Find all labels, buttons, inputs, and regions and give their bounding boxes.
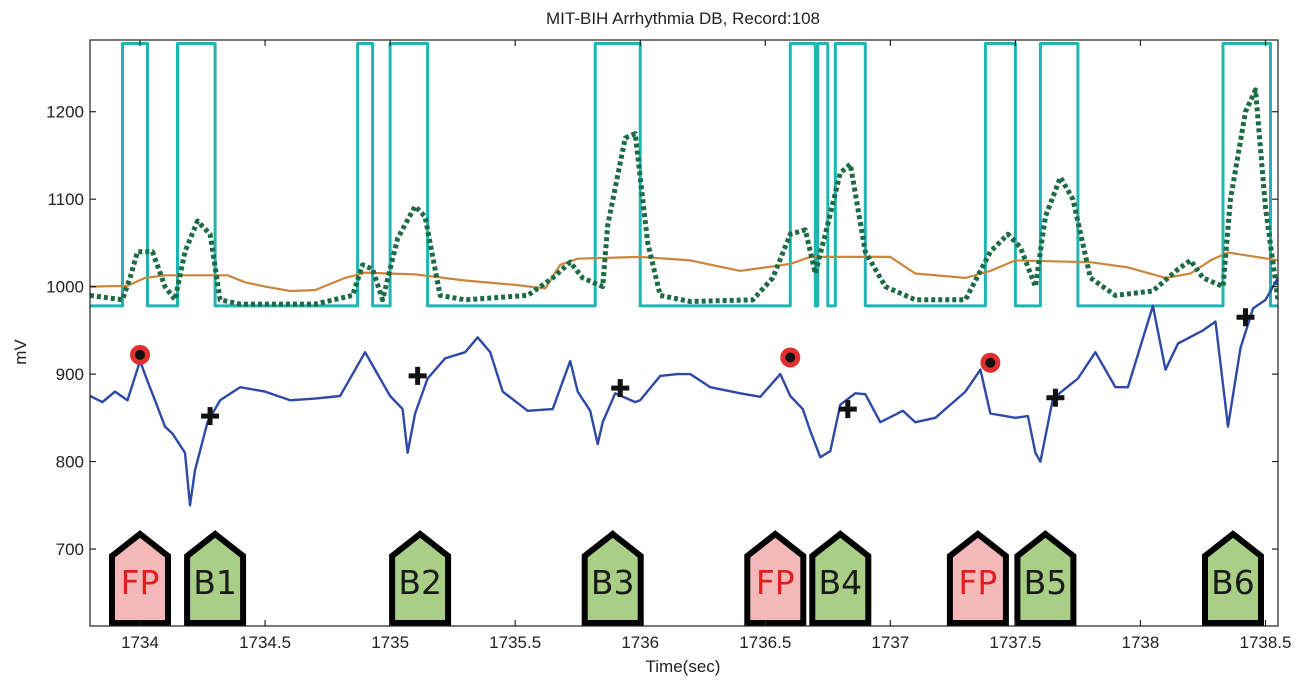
beat-annotation-label: B4 — [818, 563, 862, 602]
x-tick-label: 1735.5 — [489, 633, 541, 652]
x-tick-label: 1738.5 — [1239, 633, 1291, 652]
x-tick-label: 1734 — [121, 633, 159, 652]
beat-annotation-label: FP — [756, 563, 795, 602]
detected-beat-marker — [201, 407, 220, 426]
beat-annotation: B3 — [581, 530, 644, 626]
beat-annotation: B4 — [809, 530, 872, 626]
chart-title: MIT-BIH Arrhythmia DB, Record:108 — [546, 9, 820, 28]
fp-annotation: FP — [744, 530, 807, 626]
series-line-solid-teal — [90, 42, 1278, 308]
beat-annotation: B6 — [1202, 530, 1264, 626]
x-tick-label: 1736 — [621, 633, 659, 652]
y-axis-label: mV — [11, 339, 30, 365]
x-tick-label: 1734.5 — [239, 633, 291, 652]
y-tick-label: 900 — [56, 365, 84, 384]
series-line-solid-orange — [90, 251, 1278, 293]
plot-frame — [89, 39, 1279, 627]
fp-detection-marker — [780, 347, 801, 368]
series-line-solid-blue — [90, 277, 1278, 507]
fp-annotation: FP — [109, 530, 171, 626]
beat-annotation: B1 — [184, 530, 247, 626]
detected-beat-marker — [611, 379, 630, 398]
beat-annotations: FP B1 B2 B3 FP B4 FP B5 B6 — [109, 530, 1264, 626]
fp-detection-marker — [130, 344, 151, 365]
beat-annotation-label: B1 — [193, 563, 237, 602]
detected-beat-marker — [1046, 388, 1065, 407]
x-tick-label: 1736.5 — [739, 633, 791, 652]
fp-detection-marker — [980, 352, 1001, 373]
plot-area — [90, 42, 1278, 507]
detected-beat-marker — [1236, 308, 1255, 327]
beat-annotation-label: B6 — [1211, 563, 1255, 602]
beat-annotation-label: B2 — [398, 563, 442, 602]
series-line-dotted-green — [90, 87, 1278, 307]
x-tick-label: 1737 — [871, 633, 909, 652]
x-axis-label: Time(sec) — [646, 657, 721, 676]
beat-annotation-label: B5 — [1024, 563, 1068, 602]
y-tick-label: 1200 — [46, 103, 84, 122]
axis-ticks: 1734 1734.5 1735 1735.5 1736 1736.5 1737 1737.5… — [46, 40, 1291, 652]
fp-annotation: FP — [946, 530, 1009, 626]
beat-annotation: B5 — [1014, 530, 1077, 626]
detected-beat-marker — [838, 400, 857, 419]
beat-annotation-label: FP — [958, 563, 997, 602]
x-tick-label: 1737.5 — [989, 633, 1041, 652]
x-tick-label: 1738 — [1122, 633, 1160, 652]
beat-annotation-label: FP — [121, 563, 160, 602]
beat-annotation: B2 — [389, 530, 452, 626]
y-tick-label: 800 — [56, 453, 84, 472]
y-tick-label: 700 — [56, 540, 84, 559]
y-tick-label: 1000 — [46, 278, 84, 297]
detected-beat-marker — [408, 366, 427, 385]
x-tick-label: 1735 — [371, 633, 409, 652]
beat-annotation-label: B3 — [591, 563, 635, 602]
y-tick-label: 1100 — [47, 190, 84, 209]
